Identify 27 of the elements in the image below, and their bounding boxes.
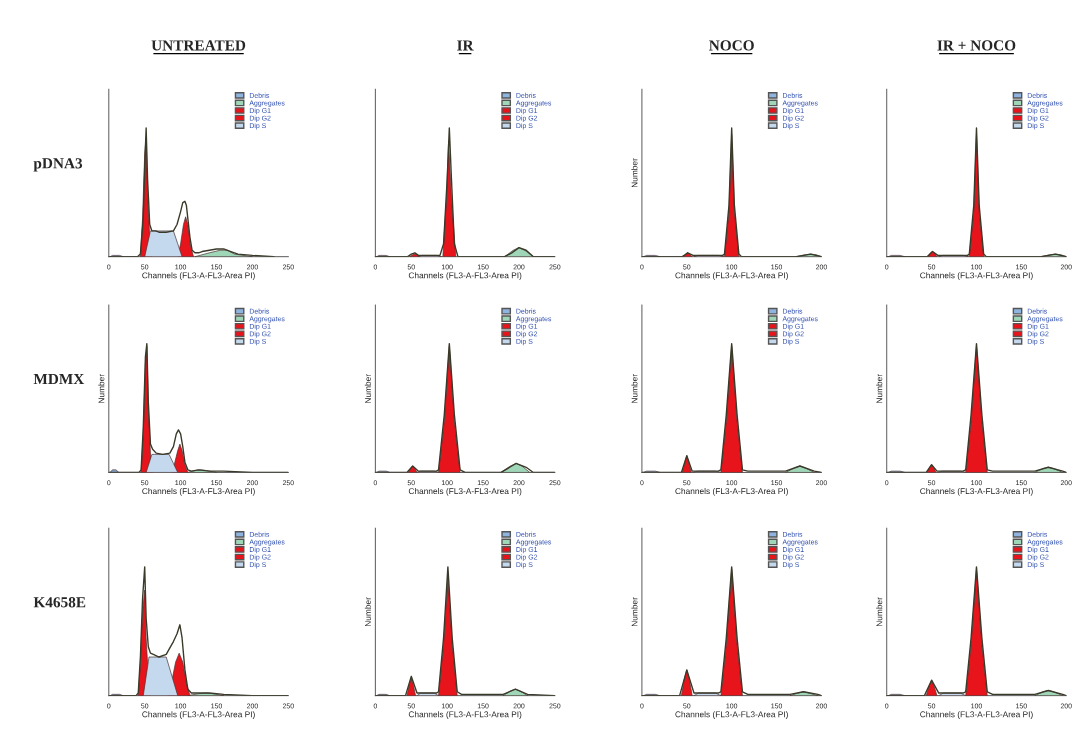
y-axis-title: Number xyxy=(631,158,638,188)
y-axis-title: Number xyxy=(364,597,371,627)
x-axis-title: Channels (FL3-A-FL3-Area PI) xyxy=(675,711,788,719)
x-axis-title: Channels (FL3-A-FL3-Area PI) xyxy=(920,272,1033,280)
x-axis-title: Channels (FL3-A-FL3-Area PI) xyxy=(675,272,788,280)
x-axis-title: Channels (FL3-A-FL3-Area PI) xyxy=(408,487,522,496)
chart-title: IR + NOCO xyxy=(937,40,1016,51)
y-axis-title: Number xyxy=(876,597,883,627)
chart-title: NOCO xyxy=(709,40,754,51)
y-axis-title: Number xyxy=(631,597,638,627)
x-axis-title: Channels (FL3-A-FL3-Area PI) xyxy=(408,711,522,719)
x-axis-title: Channels (FL3-A-FL3-Area PI) xyxy=(142,272,255,280)
text: MDMX xyxy=(33,374,85,385)
y-axis-title: Number xyxy=(631,374,638,403)
x-axis-title: Channels (FL3-A-FL3-Area PI) xyxy=(142,711,255,719)
x-axis-title: Channels (FL3-A-FL3-Area PI) xyxy=(142,487,255,496)
chart-title: UNTREATED xyxy=(151,40,246,51)
x-axis-title: Channels (FL3-A-FL3-Area PI) xyxy=(920,487,1033,496)
chart-title: IR xyxy=(457,40,474,51)
x-axis-title: Channels (FL3-A-FL3-Area PI) xyxy=(408,272,522,280)
x-axis-title: Channels (FL3-A-FL3-Area PI) xyxy=(920,711,1033,719)
y-axis-title: Number xyxy=(98,374,105,403)
x-axis-title: Channels (FL3-A-FL3-Area PI) xyxy=(675,487,788,496)
y-axis-title: Number xyxy=(876,374,883,403)
text: pDNA3 xyxy=(33,158,83,172)
y-axis-title: Number xyxy=(364,374,371,403)
text: K4658E xyxy=(33,597,86,608)
